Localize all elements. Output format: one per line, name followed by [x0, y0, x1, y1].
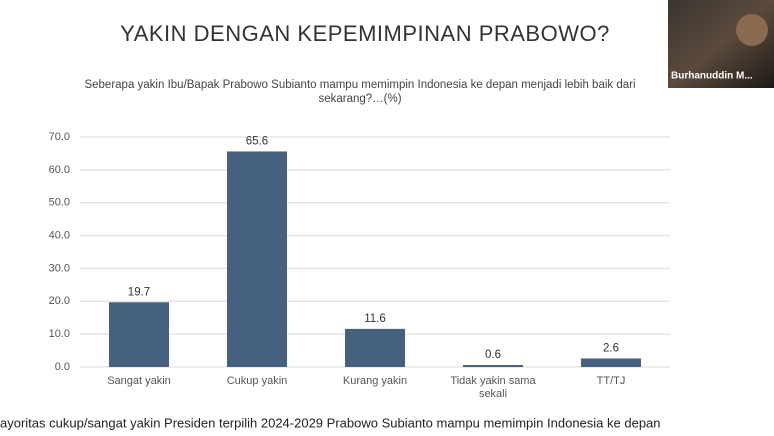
x-tick-label: Sangat yakin	[107, 375, 171, 387]
y-tick-label: 30.0	[49, 262, 70, 274]
data-label: 2.6	[603, 342, 619, 354]
data-label: 11.6	[364, 313, 386, 325]
chart-subtitle: Seberapa yakin Ibu/Bapak Prabowo Subiant…	[84, 79, 636, 105]
data-label: 0.6	[485, 349, 501, 361]
bar	[463, 365, 523, 367]
subtitle-box: Seberapa yakin Ibu/Bapak Prabowo Subiant…	[84, 79, 636, 105]
footnote: ayoritas cukup/sangat yakin Presiden ter…	[0, 415, 661, 430]
chart-title: YAKIN DENGAN KEPEMIMPINAN PRABOWO?	[120, 21, 610, 46]
bar	[345, 328, 405, 367]
y-tick-label: 0.0	[55, 361, 70, 373]
x-tick-label: Kurang yakin	[342, 375, 408, 387]
data-label: 65.6	[246, 135, 268, 147]
x-label-box: Sangat yakin	[107, 375, 171, 387]
data-label: 19.7	[128, 286, 150, 298]
x-tick-label: Cukup yakin	[226, 375, 288, 387]
x-label-box: Kurang yakin	[342, 375, 408, 387]
y-tick-label: 40.0	[49, 229, 70, 241]
y-tick-label: 50.0	[49, 197, 70, 209]
y-tick-label: 70.0	[49, 131, 70, 143]
x-tick-label: TT/TJ	[596, 375, 626, 387]
bar	[227, 151, 287, 367]
webcam-person	[736, 14, 768, 46]
bar	[109, 302, 169, 367]
x-label-box: TT/TJ	[596, 375, 626, 387]
y-tick-label: 20.0	[49, 295, 70, 307]
plot: 0.0 10.0 20.0 30.0 40.0 50.0 60.0 70.0 Sangat ya…	[49, 131, 670, 400]
y-tick-label: 10.0	[49, 328, 70, 340]
x-label-box: Tidak yakin sama sekali	[450, 375, 536, 400]
x-tick-label: Tidak yakin sama sekali	[450, 375, 536, 400]
participant-name: Burhanuddin M...	[671, 71, 753, 82]
y-tick-label: 60.0	[49, 164, 70, 176]
x-label-box: Cukup yakin	[226, 375, 288, 387]
bar	[581, 358, 641, 367]
